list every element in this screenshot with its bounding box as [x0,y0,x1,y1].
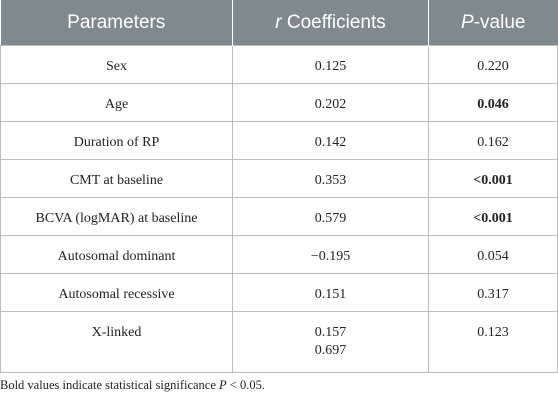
results-table-container: Parameters r Coefficients P-value Sex 0.… [0,0,558,373]
cell-p-value: 0.123 [428,311,558,373]
cell-p-value-significant: <0.001 [428,197,558,236]
cell-parameter: X-linked [0,311,233,373]
cell-coefficient: 0.125 [232,45,429,84]
table-footnote: Bold values indicate statistical signifi… [0,378,265,393]
coefficient-line-1: 0.157 [314,325,347,340]
header-parameters: Parameters [0,0,233,46]
footnote-text: Bold values indicate statistical signifi… [0,378,220,392]
cell-coefficient: 0.151 [232,273,429,312]
footnote-threshold: < 0.05. [226,378,265,392]
cell-parameter: CMT at baseline [0,159,233,198]
footnote-p-symbol: P [219,378,227,392]
coefficient-line-2: 0.697 [314,343,347,358]
table-body: Sex 0.125 0.220 Age 0.202 0.046 Duration… [0,45,558,373]
cell-parameter: Autosomal dominant [0,235,233,274]
cell-coefficient: 0.157 0.697 [232,311,429,373]
table-row: CMT at baseline 0.353 <0.001 [0,159,558,198]
table-header: Parameters r Coefficients P-value [0,0,558,46]
header-p-value: P-value [428,0,558,46]
cell-parameter: Duration of RP [0,121,233,160]
cell-coefficient: −0.195 [232,235,429,274]
table-row: Sex 0.125 0.220 [0,45,558,84]
header-r-coefficients: r Coefficients [232,0,429,46]
cell-p-value: 0.317 [428,273,558,312]
header-coefficients-label: Coefficients [281,11,386,33]
cell-coefficient: 0.142 [232,121,429,160]
cell-parameter: Sex [0,45,233,84]
cell-p-value: 0.220 [428,45,558,84]
table-row: Autosomal recessive 0.151 0.317 [0,273,558,312]
cell-coefficient: 0.579 [232,197,429,236]
table-row: Autosomal dominant −0.195 0.054 [0,235,558,274]
header-row: Parameters r Coefficients P-value [0,0,558,46]
cell-coefficient: 0.202 [232,83,429,122]
table-row: BCVA (logMAR) at baseline 0.579 <0.001 [0,197,558,236]
header-p-symbol: P [461,11,474,33]
cell-p-value-significant: 0.046 [428,83,558,122]
cell-p-value: 0.054 [428,235,558,274]
table-row: X-linked 0.157 0.697 0.123 [0,311,558,373]
cell-p-value-significant: <0.001 [428,159,558,198]
correlation-table: Parameters r Coefficients P-value Sex 0.… [0,0,558,373]
cell-coefficient: 0.353 [232,159,429,198]
table-row: Age 0.202 0.046 [0,83,558,122]
table-row: Duration of RP 0.142 0.162 [0,121,558,160]
cell-parameter: Age [0,83,233,122]
cell-p-value: 0.162 [428,121,558,160]
header-value-label: -value [473,11,526,33]
cell-parameter: BCVA (logMAR) at baseline [0,197,233,236]
header-r-symbol: r [275,11,282,33]
cell-parameter: Autosomal recessive [0,273,233,312]
